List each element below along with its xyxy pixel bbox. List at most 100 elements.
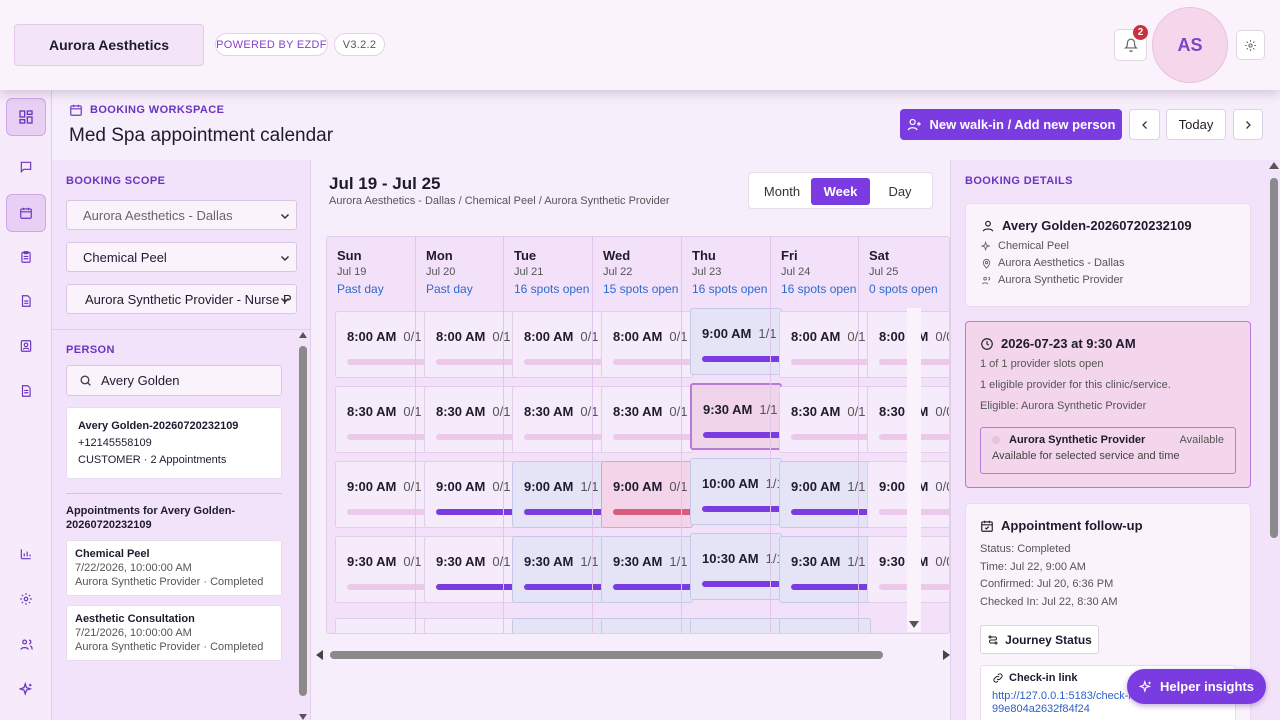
nav-rail — [0, 90, 52, 720]
day-name: Tue — [514, 248, 537, 263]
check-in-link[interactable]: http://127.0.0.1:5183/check-in/299e804a2… — [992, 690, 1147, 715]
day-header-thu[interactable]: Thu Jul 23 16 spots open — [682, 237, 770, 310]
appointment-time: 7/22/2026, 10:00:00 AM — [75, 562, 192, 574]
time-slot[interactable]: 8:30 AM 0/1 — [601, 386, 693, 453]
rail-analytics[interactable] — [6, 535, 46, 573]
person-search-input[interactable]: Avery Golden — [66, 365, 282, 396]
time-slot[interactable]: 8:00 AM 0/1 — [779, 311, 871, 378]
right-panel-scrollbar[interactable] — [1267, 160, 1280, 720]
rail-sparkles[interactable] — [6, 670, 46, 708]
view-day-tab[interactable]: Day — [888, 184, 912, 199]
view-week-tab[interactable]: Week — [811, 178, 870, 205]
day-header-fri[interactable]: Fri Jul 24 16 spots open — [771, 237, 859, 310]
time-slot[interactable]: 8:00 AM 0/1 — [335, 311, 427, 378]
rail-calendar[interactable] — [6, 194, 46, 232]
slot-count: 0/1 — [492, 329, 511, 344]
view-month-tab[interactable]: Month — [763, 184, 801, 199]
slot-count: 1/1 — [669, 554, 688, 569]
top-bar: Aurora Aesthetics POWERED BY EZDF V3.2.2… — [0, 0, 1280, 90]
slot-capacity-bar — [347, 509, 426, 515]
version-chip: V3.2.2 — [334, 33, 385, 56]
gear-icon — [20, 593, 32, 605]
time-slot[interactable]: 8:30 AM 0/1 — [512, 386, 604, 453]
new-walk-in-button[interactable]: New walk-in / Add new person — [900, 109, 1122, 140]
sparkles-icon — [18, 681, 32, 696]
appointment-title: Chemical Peel — [75, 548, 150, 560]
settings-button[interactable] — [1236, 30, 1265, 60]
service-select[interactable]: Chemical Peel — [66, 242, 297, 272]
time-slot[interactable]: 9:30 AM 0/1 — [335, 536, 427, 603]
time-slot[interactable]: 9:00 AM 0/1 — [424, 461, 516, 528]
time-slot[interactable] — [512, 618, 604, 633]
day-header-wed[interactable]: Wed Jul 22 15 spots open — [593, 237, 681, 310]
left-panel-scrollbar[interactable] — [299, 332, 307, 720]
today-button[interactable]: Today — [1166, 109, 1226, 140]
time-slot[interactable]: 9:00 AM 0/1 — [335, 461, 427, 528]
check-in-label: Check-in link — [1009, 672, 1078, 684]
day-status: 16 spots open — [781, 282, 857, 296]
rail-settings[interactable] — [6, 580, 46, 618]
time-slot[interactable]: 8:30 AM 0/1 — [335, 386, 427, 453]
time-slot[interactable]: 9:00 AM 0/1 — [601, 461, 693, 528]
time-slot[interactable] — [779, 618, 871, 633]
clipboard-icon — [21, 251, 31, 263]
clinic-select[interactable]: Aurora Aesthetics - Dallas — [66, 200, 297, 230]
time-slot[interactable]: 8:00 AM 0/1 — [512, 311, 604, 378]
appointment-card[interactable]: Aesthetic Consultation 7/21/2026, 10:00:… — [66, 605, 282, 661]
day-header-tue[interactable]: Tue Jul 21 16 spots open — [504, 237, 592, 310]
day-header-mon[interactable]: Mon Jul 20 Past day — [416, 237, 504, 310]
rail-document[interactable] — [6, 282, 46, 320]
day-header-sun[interactable]: Sun Jul 19 Past day — [327, 237, 415, 310]
column-divider — [415, 237, 416, 633]
time-slot[interactable] — [690, 618, 782, 633]
slot-capacity-bar — [791, 509, 870, 515]
time-slot[interactable]: 9:00 AM 1/1 — [779, 461, 871, 528]
time-slot[interactable] — [601, 618, 693, 633]
time-slot[interactable]: 9:30 AM 1/1 — [601, 536, 693, 603]
journey-status-button[interactable]: Journey Status — [980, 625, 1099, 654]
location-pin-icon — [982, 258, 991, 269]
rail-reports[interactable] — [6, 372, 46, 410]
time-slot[interactable]: 9:00 AM 1/1 — [690, 308, 782, 375]
appointment-card[interactable]: Chemical Peel 7/22/2026, 10:00:00 AM Aur… — [66, 540, 282, 596]
calendar-breadcrumb: Aurora Aesthetics - Dallas / Chemical Pe… — [329, 195, 670, 207]
link-icon — [993, 673, 1003, 683]
time-slot[interactable]: 9:30 AM 1/1 — [690, 383, 782, 450]
page-header: BOOKING WORKSPACE Med Spa appointment ca… — [52, 90, 1280, 160]
person-result-card[interactable]: Avery Golden-20260720232109 +12145558109… — [66, 407, 282, 479]
document-icon — [21, 295, 31, 307]
grid-vertical-scrollbar[interactable] — [907, 308, 921, 632]
time-slot[interactable]: 10:30 AM 1/1 — [690, 533, 782, 600]
slot-count: 1/1 — [847, 479, 866, 494]
rail-clipboard[interactable] — [6, 238, 46, 276]
time-slot[interactable]: 10:00 AM 1/1 — [690, 458, 782, 525]
next-week-button[interactable] — [1233, 109, 1263, 140]
time-slot[interactable]: 9:30 AM 1/1 — [512, 536, 604, 603]
avatar[interactable]: AS — [1152, 7, 1228, 83]
time-slot[interactable]: 9:00 AM 1/1 — [512, 461, 604, 528]
time-slot[interactable]: 8:30 AM 0/1 — [779, 386, 871, 453]
time-slot[interactable] — [335, 618, 427, 633]
customer-heading: Avery Golden-20260720232109 — [981, 218, 1235, 233]
slot-capacity-bar — [347, 434, 426, 440]
slot-capacity-bar — [524, 509, 603, 515]
slot-capacity-bar — [702, 506, 781, 512]
time-slot[interactable]: 8:00 AM 0/1 — [601, 311, 693, 378]
day-status: 0 spots open — [869, 282, 938, 296]
bar-chart-icon — [20, 549, 31, 560]
calendar-horizontal-scrollbar[interactable] — [316, 648, 950, 662]
slot-capacity-bar — [436, 509, 515, 515]
slot-time: 8:30 AM — [436, 404, 486, 419]
time-slot[interactable]: 9:30 AM 1/1 — [779, 536, 871, 603]
day-date: Jul 20 — [426, 266, 456, 278]
brand-name[interactable]: Aurora Aesthetics — [14, 24, 204, 66]
rail-dashboard[interactable] — [6, 98, 46, 136]
prev-week-button[interactable] — [1129, 109, 1160, 140]
helper-insights-button[interactable]: Helper insights — [1127, 669, 1266, 704]
rail-users[interactable] — [6, 625, 46, 663]
rail-messages[interactable] — [6, 148, 46, 186]
day-header-sat[interactable]: Sat Jul 25 0 spots open — [859, 237, 947, 310]
provider-select[interactable]: Aurora Synthetic Provider - Nurse P — [66, 284, 297, 314]
rail-contacts[interactable] — [6, 327, 46, 365]
provider-option[interactable]: Aurora Synthetic Provider Available Avai… — [980, 427, 1236, 474]
